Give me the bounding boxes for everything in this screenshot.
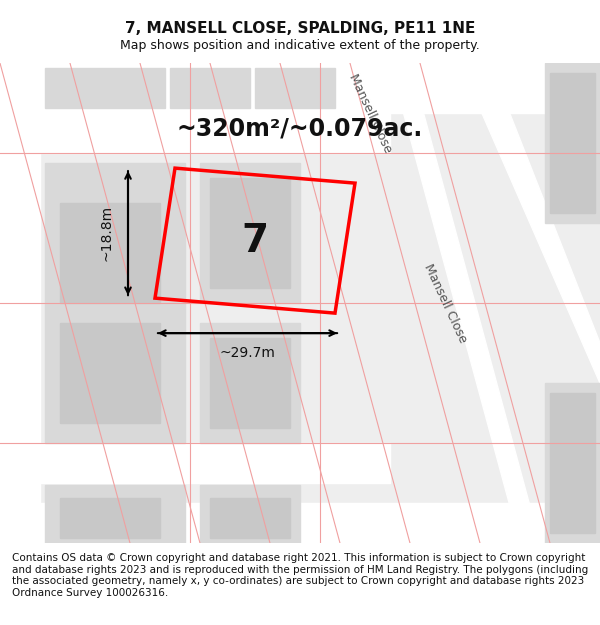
Text: ~18.8m: ~18.8m	[99, 205, 113, 261]
Bar	[545, 383, 600, 543]
Text: Map shows position and indicative extent of the property.: Map shows position and indicative extent…	[120, 39, 480, 51]
Text: 7, MANSELL CLOSE, SPALDING, PE11 1NE: 7, MANSELL CLOSE, SPALDING, PE11 1NE	[125, 21, 475, 36]
Bar	[45, 68, 165, 108]
Text: ~29.7m: ~29.7m	[220, 346, 275, 360]
Bar	[60, 498, 160, 538]
Bar	[200, 485, 300, 543]
Bar	[255, 68, 335, 108]
Bar	[200, 163, 300, 303]
Bar	[45, 163, 185, 443]
Bar	[60, 203, 160, 303]
Bar	[200, 323, 300, 443]
Bar	[210, 338, 290, 428]
Text: Contains OS data © Crown copyright and database right 2021. This information is : Contains OS data © Crown copyright and d…	[12, 553, 588, 598]
Text: 7: 7	[241, 222, 269, 259]
Bar	[170, 68, 250, 108]
Polygon shape	[390, 63, 540, 543]
Bar	[545, 63, 600, 223]
Bar	[210, 498, 290, 538]
Bar	[45, 485, 185, 543]
Text: ~320m²/~0.079ac.: ~320m²/~0.079ac.	[177, 116, 423, 140]
Bar	[60, 323, 160, 423]
Bar	[210, 178, 290, 288]
Bar	[550, 73, 595, 213]
Text: Mansell Close: Mansell Close	[421, 261, 469, 345]
Text: Mansell Close: Mansell Close	[346, 71, 394, 155]
Polygon shape	[460, 63, 600, 383]
Bar	[550, 393, 595, 533]
